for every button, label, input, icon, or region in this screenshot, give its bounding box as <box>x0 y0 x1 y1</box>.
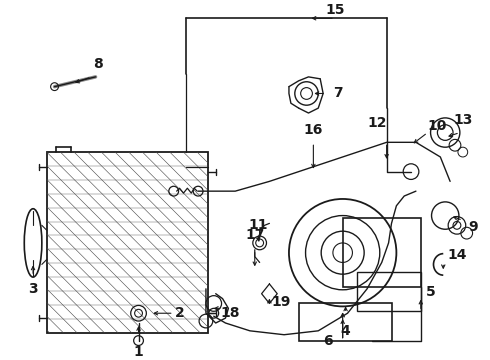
Text: 6: 6 <box>323 334 333 348</box>
Text: 14: 14 <box>447 248 466 262</box>
Text: 4: 4 <box>341 324 350 338</box>
Text: 18: 18 <box>220 306 240 320</box>
Text: 5: 5 <box>426 285 436 299</box>
Bar <box>47 152 208 333</box>
Text: 3: 3 <box>28 282 38 296</box>
Text: 1: 1 <box>134 345 144 359</box>
Text: 16: 16 <box>304 123 323 136</box>
Text: 15: 15 <box>325 4 344 18</box>
Text: 9: 9 <box>468 220 477 234</box>
Text: 7: 7 <box>333 86 343 100</box>
Bar <box>343 219 421 287</box>
Bar <box>299 303 392 341</box>
Text: 13: 13 <box>453 113 472 127</box>
Text: 11: 11 <box>248 218 268 232</box>
Bar <box>357 272 421 311</box>
Text: 10: 10 <box>428 119 447 133</box>
Text: 19: 19 <box>271 294 291 309</box>
Text: 8: 8 <box>94 57 103 71</box>
Text: 17: 17 <box>245 228 265 242</box>
Text: 2: 2 <box>175 306 184 320</box>
Text: 12: 12 <box>367 116 387 130</box>
